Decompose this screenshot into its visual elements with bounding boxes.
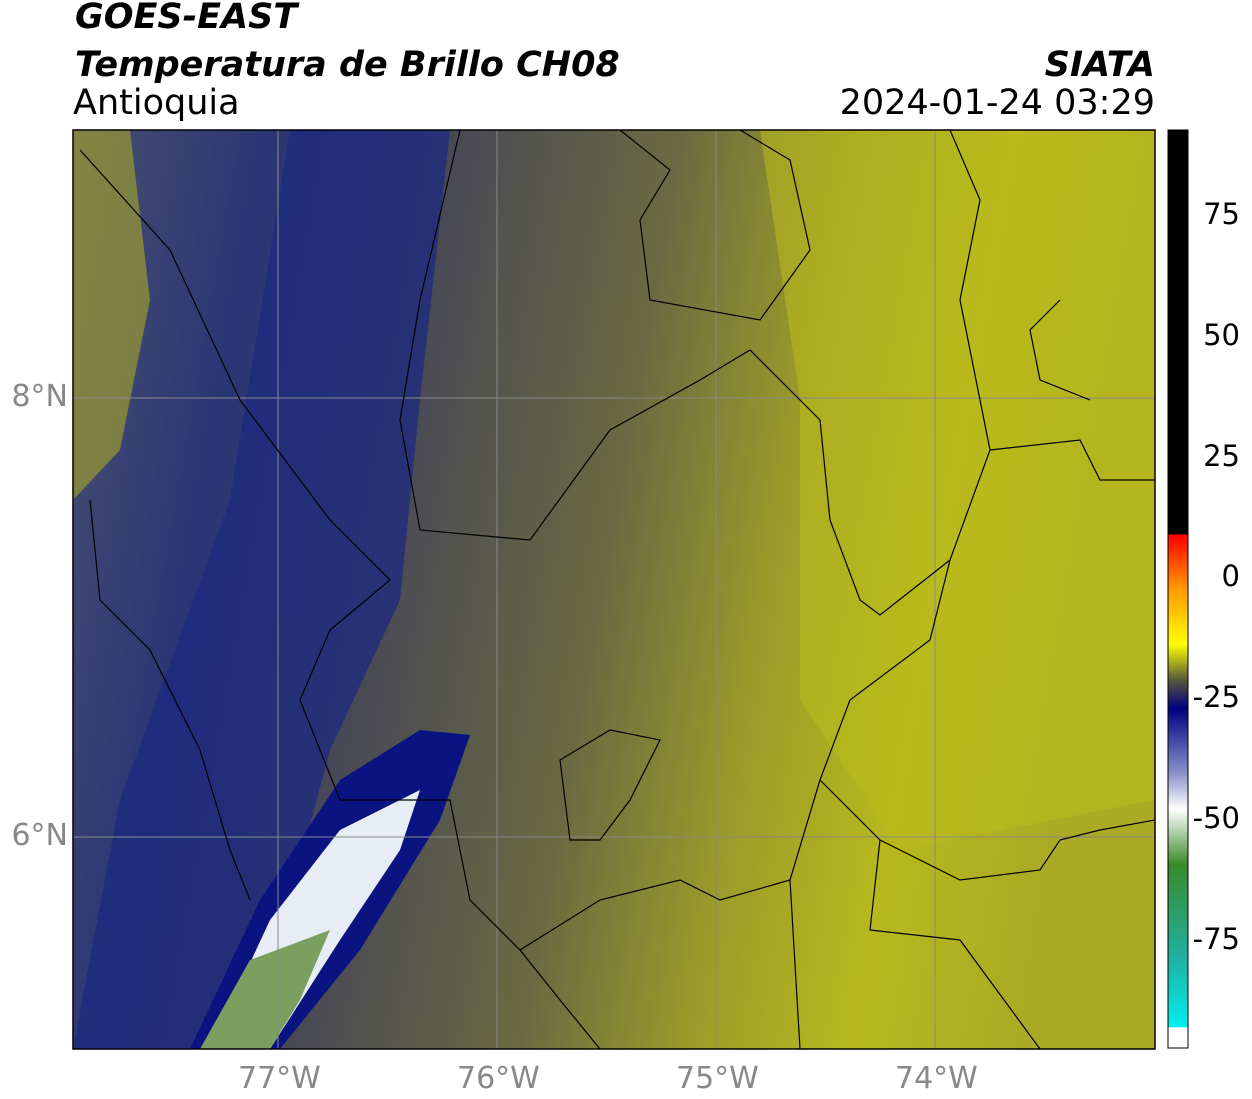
colorbar-label: 75 <box>1203 197 1240 231</box>
lon-label: 77°W <box>238 1061 321 1096</box>
lon-label: 74°W <box>895 1061 978 1096</box>
grid <box>73 130 1155 1049</box>
map-region <box>760 130 1155 850</box>
map-region <box>73 130 450 1049</box>
colorbar-label: 50 <box>1203 317 1240 352</box>
subtitle: Temperatura de Brillo CH08 <box>75 45 620 85</box>
colorbar-label: 0 <box>1221 559 1240 594</box>
region: Antioquia <box>73 83 240 123</box>
datetime: 2024-01-24 03:29 <box>839 83 1155 123</box>
colorbar-label: -75 <box>1192 921 1240 956</box>
colorbar <box>1167 129 1189 1049</box>
map-region <box>73 130 150 500</box>
title: GOES-EAST <box>75 0 298 37</box>
colorbar-label: -25 <box>1192 680 1240 715</box>
lon-label: 76°W <box>457 1061 540 1096</box>
lon-label: 75°W <box>676 1061 759 1096</box>
lat-label: 6°N <box>11 818 68 853</box>
lat-label: 8°N <box>11 379 68 414</box>
source: SIATA <box>1044 45 1155 85</box>
borders <box>79 130 1155 1049</box>
map-frame <box>72 129 1156 1050</box>
cloud-core <box>200 930 330 1049</box>
colorbar-label: 25 <box>1203 438 1240 473</box>
colorbar-label: -50 <box>1192 801 1240 835</box>
